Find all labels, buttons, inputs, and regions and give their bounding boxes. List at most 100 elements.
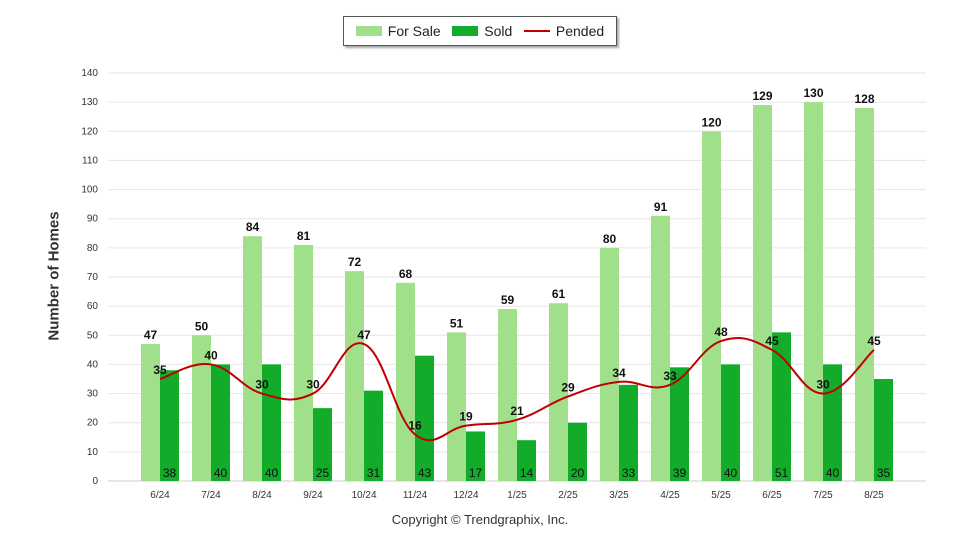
- x-tick-label: 5/25: [711, 490, 731, 501]
- data-label-for-sale: 84: [246, 220, 260, 234]
- x-tick-label: 6/25: [762, 490, 782, 501]
- data-label-pended: 29: [561, 380, 575, 394]
- data-label-for-sale: 81: [297, 229, 311, 243]
- bar-for-sale: [600, 247, 619, 481]
- data-label-pended: 21: [510, 404, 524, 418]
- bar-sold: [160, 370, 179, 481]
- y-tick-label: 80: [87, 243, 99, 254]
- x-tick-label: 1/25: [507, 490, 527, 501]
- data-label-pended: 40: [204, 348, 218, 362]
- data-label-pended: 30: [306, 378, 320, 392]
- y-tick-label: 90: [87, 214, 99, 225]
- data-label-for-sale: 130: [803, 86, 823, 100]
- x-tick-label: 6/24: [150, 490, 170, 501]
- bar-for-sale: [141, 344, 160, 481]
- data-label-pended: 30: [255, 378, 269, 392]
- data-label-for-sale: 72: [348, 255, 362, 269]
- bar-for-sale: [243, 236, 262, 481]
- y-tick-label: 140: [81, 68, 98, 79]
- legend-label-sold: Sold: [484, 23, 513, 39]
- x-tick-label: 12/24: [453, 490, 478, 501]
- bar-sold: [568, 422, 587, 481]
- y-tick-label: 130: [81, 97, 98, 108]
- data-label-sold: 40: [214, 466, 228, 480]
- bar-for-sale: [753, 105, 772, 482]
- data-label-for-sale: 91: [654, 200, 668, 214]
- y-tick-label: 30: [87, 389, 99, 400]
- data-label-pended: 30: [816, 378, 830, 392]
- x-tick-label: 2/25: [558, 490, 578, 501]
- data-label-pended: 33: [663, 369, 677, 383]
- bar-sold: [670, 367, 689, 481]
- data-label-sold: 25: [316, 466, 330, 480]
- bar-for-sale: [651, 215, 670, 482]
- bar-sold: [313, 408, 332, 481]
- x-tick-label: 7/24: [201, 490, 221, 501]
- y-tick-label: 60: [87, 301, 99, 312]
- data-label-sold: 39: [673, 466, 687, 480]
- y-tick-label: 40: [87, 359, 99, 370]
- legend-swatch-for-sale: [355, 26, 382, 36]
- x-tick-label: 7/25: [813, 490, 833, 501]
- data-label-pended: 47: [357, 328, 371, 342]
- legend-item-for-sale: For Sale: [355, 23, 441, 39]
- data-label-sold: 40: [724, 466, 738, 480]
- bar-sold: [619, 384, 638, 481]
- data-label-for-sale: 47: [144, 328, 158, 342]
- data-label-for-sale: 61: [552, 287, 566, 301]
- data-label-pended: 16: [408, 418, 422, 432]
- data-label-sold: 35: [877, 466, 891, 480]
- bar-for-sale: [192, 335, 211, 481]
- bar-for-sale: [498, 309, 517, 481]
- bar-for-sale: [294, 244, 313, 481]
- data-label-sold: 43: [418, 466, 432, 480]
- bar-sold: [874, 379, 893, 481]
- data-label-sold: 51: [775, 466, 789, 480]
- copyright: Copyright © Trendgraphix, Inc.: [391, 512, 569, 527]
- x-tick-label: 4/25: [660, 490, 680, 501]
- y-tick-label: 20: [87, 418, 99, 429]
- data-label-sold: 38: [163, 466, 177, 480]
- data-label-sold: 40: [265, 466, 279, 480]
- y-tick-label: 100: [81, 185, 98, 196]
- bar-sold: [517, 440, 536, 481]
- data-label-for-sale: 59: [501, 293, 515, 307]
- bar-for-sale: [345, 271, 364, 481]
- data-label-for-sale: 51: [450, 316, 464, 330]
- y-tick-label: 0: [92, 476, 98, 487]
- bar-sold: [466, 431, 485, 481]
- bar-for-sale: [855, 107, 874, 481]
- data-label-for-sale: 120: [701, 115, 721, 129]
- data-label-sold: 33: [622, 466, 636, 480]
- data-label-for-sale: 80: [603, 232, 617, 246]
- y-tick-label: 50: [87, 330, 99, 341]
- data-label-sold: 17: [469, 466, 483, 480]
- x-tick-label: 9/24: [303, 490, 323, 501]
- data-label-pended: 48: [714, 325, 728, 339]
- bar-sold: [721, 364, 740, 481]
- data-label-for-sale: 128: [854, 92, 874, 106]
- x-tick-label: 8/25: [864, 490, 884, 501]
- x-tick-label: 11/24: [403, 490, 428, 501]
- bar-for-sale: [396, 282, 415, 481]
- bar-sold: [262, 364, 281, 481]
- bar-for-sale: [447, 332, 466, 481]
- bar-sold: [772, 332, 791, 481]
- y-tick-label: 110: [82, 155, 98, 166]
- data-label-for-sale: 68: [399, 267, 413, 281]
- data-label-pended: 19: [459, 410, 473, 424]
- data-label-pended: 34: [612, 366, 626, 380]
- data-label-sold: 14: [520, 466, 534, 480]
- y-axis-title: Number of Homes: [45, 211, 63, 341]
- bar-for-sale: [804, 102, 823, 482]
- x-tick-label: 10/24: [351, 490, 376, 501]
- bar-for-sale: [702, 131, 721, 482]
- data-label-sold: 40: [826, 466, 840, 480]
- bar-sold: [364, 390, 383, 481]
- legend-swatch-pended: [523, 30, 550, 32]
- data-label-pended: 45: [765, 334, 779, 348]
- x-tick-label: 3/25: [609, 490, 629, 501]
- y-tick-label: 120: [81, 126, 98, 137]
- legend-label-for-sale: For Sale: [387, 23, 441, 39]
